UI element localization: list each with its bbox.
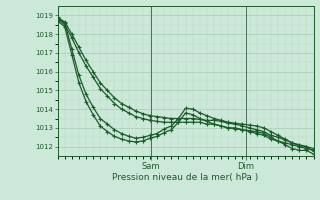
X-axis label: Pression niveau de la mer( hPa ): Pression niveau de la mer( hPa ) (112, 173, 259, 182)
